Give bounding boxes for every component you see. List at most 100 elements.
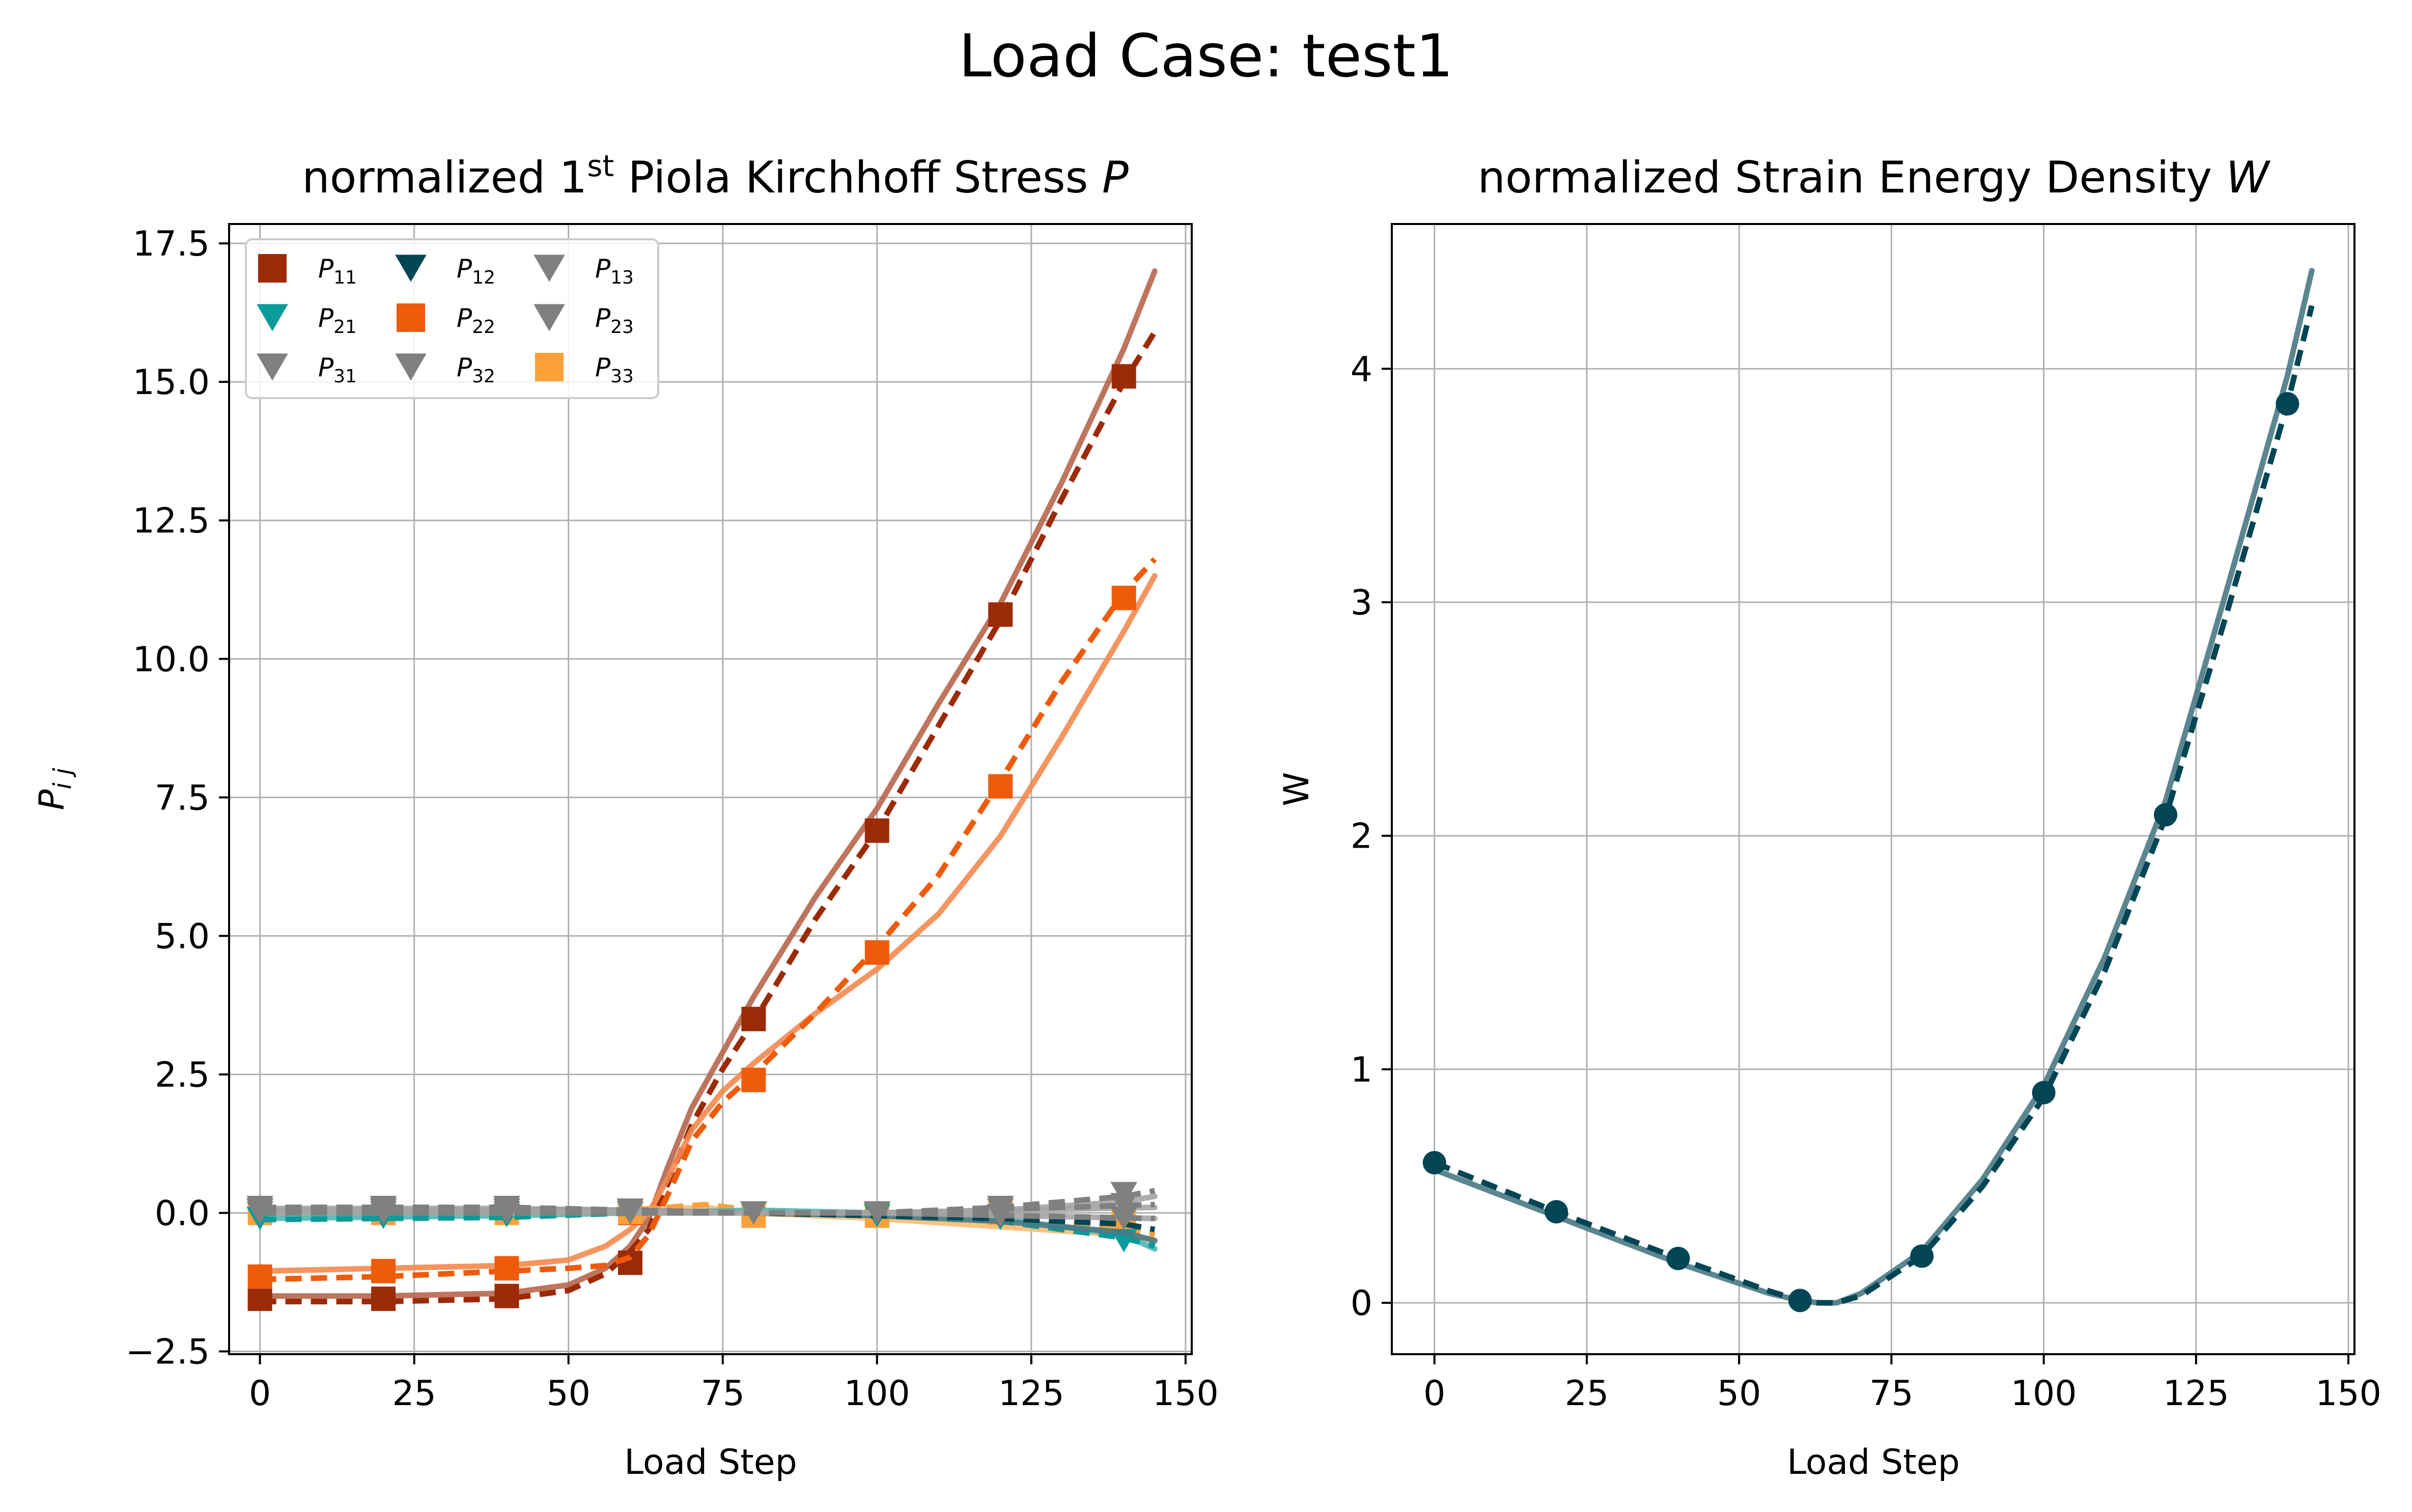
stress-ytick-label: 7.5 — [155, 778, 210, 818]
legend-label-p32: P32 — [457, 353, 495, 387]
stress-point-11 — [247, 1286, 272, 1311]
energy-ytick-label: 4 — [1351, 349, 1372, 389]
legend-label-p31: P31 — [318, 353, 357, 387]
energy-xtick-label: 50 — [1717, 1374, 1761, 1414]
stress-point-11 — [371, 1286, 396, 1311]
stress-ytick-label: 5.0 — [155, 916, 210, 957]
stress-point-22 — [741, 1068, 766, 1093]
stress-xtick-label: 100 — [844, 1374, 910, 1414]
energy-point-W — [2032, 1081, 2056, 1105]
energy-dashed-line-W — [1433, 305, 2315, 1306]
legend-label-p33: P33 — [595, 353, 634, 387]
stress-point-11 — [494, 1283, 519, 1308]
energy-solid-line-W — [1432, 268, 2315, 1306]
legend-entry-p13: P13 — [534, 254, 634, 288]
stress-point-22 — [247, 1264, 272, 1289]
stress-ytick-label: 2.5 — [155, 1055, 210, 1095]
stress-point-22 — [494, 1256, 519, 1281]
stress-chart-xlabel: Load Step — [624, 1442, 797, 1482]
energy-chart-grid — [1392, 224, 2354, 1354]
stress-chart-panel: normalized 1st Piola Kirchhoff Stress P … — [32, 149, 1219, 1482]
energy-xtick-label: 150 — [2315, 1374, 2381, 1414]
legend-label-p11: P11 — [318, 254, 357, 288]
stress-point-31 — [370, 1201, 397, 1225]
stress-point-11 — [1111, 364, 1136, 389]
energy-ytick-label: 0 — [1351, 1283, 1372, 1324]
legend-label-p23: P23 — [595, 303, 634, 338]
energy-point-W — [1910, 1244, 1934, 1268]
energy-chart-series — [1422, 268, 2315, 1312]
stress-chart-legend: P11 P21 P31 P12 P22 P32 P13 P23 P33 — [245, 238, 659, 399]
stress-chart-series — [246, 268, 1158, 1311]
energy-xtick-label: 100 — [2011, 1374, 2077, 1414]
energy-xtick-label: 25 — [1565, 1374, 1609, 1414]
stress-xtick-label: 75 — [700, 1374, 745, 1414]
legend-items: P11 P21 P31 P12 P22 P32 P13 P23 P33 — [257, 254, 634, 387]
stress-ytick-label: 15.0 — [133, 362, 210, 403]
stress-point-11 — [988, 602, 1013, 627]
energy-chart-title: normalized Strain Energy Density W — [1477, 152, 2270, 203]
stress-ytick-label: 12.5 — [133, 501, 210, 541]
legend-marker-p32 — [395, 353, 427, 381]
stress-ytick-label: 17.5 — [133, 224, 210, 264]
energy-chart-ylabel: W — [1277, 772, 1317, 806]
energy-xtick-label: 75 — [1869, 1374, 1914, 1414]
legend-entry-p23: P23 — [534, 303, 634, 338]
energy-chart-ticks: 0 25 50 75 100 125 150 0 1 2 3 4 — [1351, 349, 2381, 1414]
stress-dashed-line-22 — [260, 557, 1157, 1282]
stress-xtick-label: 125 — [998, 1374, 1064, 1414]
energy-ytick-label: 1 — [1351, 1050, 1372, 1090]
stress-point-31 — [246, 1201, 274, 1225]
energy-point-W — [1422, 1151, 1446, 1174]
energy-point-W — [2153, 803, 2177, 827]
legend-entry-p22: P22 — [397, 303, 495, 338]
energy-point-W — [1788, 1289, 1812, 1312]
energy-point-W — [1545, 1200, 1568, 1224]
legend-entry-p12: P12 — [395, 254, 495, 288]
stress-chart-title: normalized 1st Piola Kirchhoff Stress P — [302, 149, 1129, 203]
stress-xtick-label: 150 — [1153, 1374, 1219, 1414]
stress-point-11 — [864, 818, 889, 843]
stress-xtick-label: 25 — [392, 1374, 436, 1414]
energy-ytick-label: 3 — [1351, 583, 1372, 623]
stress-ytick-label: 10.0 — [133, 639, 210, 680]
legend-marker-p31 — [257, 353, 288, 381]
stress-point-31 — [863, 1201, 891, 1225]
stress-point-31 — [1110, 1207, 1138, 1230]
stress-solid-line-11 — [257, 268, 1158, 1299]
stress-dashed-line-21 — [260, 1210, 1156, 1249]
legend-entry-p32: P32 — [395, 353, 495, 387]
legend-marker-p33 — [535, 353, 564, 381]
legend-marker-p21 — [257, 304, 288, 331]
stress-solid-line-22 — [257, 573, 1158, 1274]
stress-xtick-label: 0 — [249, 1374, 271, 1414]
legend-marker-p23 — [534, 304, 565, 331]
energy-chart-xlabel: Load Step — [1787, 1442, 1960, 1482]
energy-chart-frame — [1391, 223, 2355, 1355]
stress-point-22 — [988, 774, 1013, 799]
legend-marker-p12 — [395, 255, 427, 282]
legend-entry-p11: P11 — [258, 254, 357, 288]
legend-entry-p31: P31 — [257, 353, 357, 387]
energy-point-W — [2276, 392, 2299, 416]
stress-point-23 — [1110, 1193, 1138, 1216]
legend-marker-p11 — [258, 254, 287, 283]
stress-xtick-label: 50 — [546, 1374, 591, 1414]
stress-ytick-label: 0.0 — [155, 1194, 210, 1234]
stress-chart-ylabel: Pi j — [32, 768, 77, 810]
stress-ytick-label: −2.5 — [126, 1332, 210, 1373]
stress-dashed-line-13 — [260, 1188, 1156, 1216]
stress-point-31 — [616, 1201, 644, 1225]
energy-xtick-label: 125 — [2163, 1374, 2229, 1414]
legend-label-p22: P22 — [457, 303, 495, 338]
legend-label-p13: P13 — [595, 254, 634, 288]
stress-point-22 — [864, 940, 889, 965]
legend-entry-p33: P33 — [535, 353, 634, 387]
stress-point-31 — [740, 1201, 767, 1225]
stress-point-22 — [371, 1258, 396, 1283]
stress-chart-ticks: 0 25 50 75 100 125 150 −2.5 0.0 2.5 5.0 7.5 10.0 12.5… — [126, 224, 1219, 1414]
stress-point-11 — [741, 1006, 766, 1031]
stress-point-22 — [1111, 585, 1136, 610]
energy-point-W — [1666, 1246, 1690, 1270]
